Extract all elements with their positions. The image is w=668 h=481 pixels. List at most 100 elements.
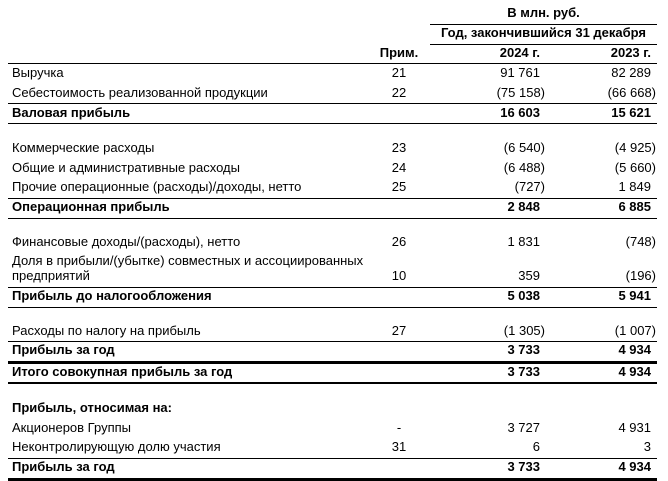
empty-cell <box>368 2 430 24</box>
row-value-2023: 3 <box>546 438 657 459</box>
table-row: Расходы по налогу на прибыль 27 (1 305) … <box>8 321 657 343</box>
spacer-row <box>8 218 657 233</box>
row-label: Операционная прибыль <box>8 198 368 219</box>
column-header-row: Прим. 2024 г. 2023 г. <box>8 44 657 65</box>
spacer-cell <box>8 307 657 322</box>
row-value-2023: (1 007) <box>546 321 657 343</box>
spacer-row <box>8 307 657 322</box>
row-label: Финансовые доходы/(расходы), нетто <box>12 234 241 249</box>
empty-cell <box>8 24 368 44</box>
row-note: 23 <box>391 139 407 155</box>
table-row: Операционная прибыль 2 848 6 885 <box>8 198 657 219</box>
table-row: Доля в прибыли/(убытке) совместных и асс… <box>8 252 657 288</box>
row-note <box>368 341 430 364</box>
row-value-2023: 1 849 <box>546 178 657 199</box>
row-value-2024: 359 <box>430 252 546 288</box>
period-header: Год, закончившийся 31 декабря <box>430 24 657 45</box>
income-statement-table: В млн. руб. Год, закончившийся 31 декабр… <box>8 2 657 481</box>
row-value-2023: (196) <box>546 252 657 288</box>
empty-cell <box>8 2 368 24</box>
row-value-2024: 3 733 <box>430 362 546 385</box>
row-value-2024: 3 733 <box>430 458 546 481</box>
row-value-2024: (6 488) <box>503 159 545 175</box>
row-label: Себестоимость реализованной продукции <box>8 83 368 105</box>
row-label: Прибыль за год <box>8 341 368 364</box>
row-value-2023 <box>546 398 657 418</box>
row-note: 24 <box>391 159 407 175</box>
table-row: Общие и административные расходы 24 (6 4… <box>8 158 657 178</box>
row-value-2023: 4 931 <box>618 419 651 435</box>
table-row: Неконтролирующую долю участия 31 6 3 <box>8 438 657 459</box>
period-header-row: Год, закончившийся 31 декабря <box>8 24 657 45</box>
row-label: Итого совокупная прибыль за год <box>8 362 368 385</box>
row-label: Прибыль за год <box>8 458 368 481</box>
row-note: 10 <box>368 252 430 288</box>
table-row: Прибыль за год 3 733 4 934 <box>8 458 657 481</box>
row-value-2024: 3 733 <box>430 341 546 364</box>
spacer-cell <box>8 218 657 233</box>
row-label: Доля в прибыли/(убытке) совместных и асс… <box>8 252 368 288</box>
table-row: Прибыль, относимая на: <box>8 398 657 418</box>
unit-header-row: В млн. руб. <box>8 2 657 25</box>
row-value-2023: (748) <box>625 234 656 249</box>
row-value-2024: 91 761 <box>500 65 540 80</box>
row-note <box>368 103 430 125</box>
row-note: 25 <box>368 178 430 199</box>
table-row: Прибыль до налогообложения 5 038 5 941 <box>8 287 657 308</box>
row-note <box>368 287 430 308</box>
table-row: Акционеров Группы - 3 727 4 931 <box>8 418 657 438</box>
note-column-header: Прим. <box>368 44 430 65</box>
row-label: Прибыль до налогообложения <box>8 287 368 308</box>
table-row: Прочие операционные (расходы)/доходы, не… <box>8 178 657 199</box>
row-value-2023: 4 934 <box>546 458 657 481</box>
row-value-2023: 15 621 <box>546 103 657 125</box>
row-label: Прочие операционные (расходы)/доходы, не… <box>8 178 368 199</box>
row-note: 31 <box>368 438 430 459</box>
row-value-2024: 6 <box>430 438 546 459</box>
row-label: Валовая прибыль <box>8 103 368 125</box>
row-label: Коммерческие расходы <box>12 139 155 155</box>
row-note <box>368 398 430 418</box>
row-value-2023: (4 925) <box>614 139 656 155</box>
table-row: Валовая прибыль 16 603 15 621 <box>8 103 657 125</box>
row-note: - <box>396 419 402 435</box>
row-note <box>368 198 430 219</box>
row-label: Выручка <box>12 65 64 80</box>
row-value-2024: 1 831 <box>507 234 540 249</box>
row-value-2024: (727) <box>430 178 546 199</box>
row-value-2023: 4 934 <box>546 362 657 385</box>
table-row: Финансовые доходы/(расходы), нетто 26 1 … <box>8 233 657 253</box>
row-value-2023: 82 289 <box>611 65 651 80</box>
row-value-2024: 16 603 <box>430 103 546 125</box>
row-label: Общие и административные расходы <box>12 159 240 175</box>
row-note: 21 <box>391 65 407 80</box>
table-row: Выручка 21 91 761 82 289 <box>8 64 657 84</box>
spacer-row <box>8 124 657 139</box>
table-row: Себестоимость реализованной продукции 22… <box>8 83 657 105</box>
year-2024-column-header: 2024 г. <box>430 44 546 65</box>
empty-cell <box>8 44 368 65</box>
spacer-row <box>8 383 657 398</box>
row-value-2024: (75 158) <box>430 83 546 105</box>
table-row: Прибыль за год 3 733 4 934 <box>8 341 657 364</box>
table-row: Итого совокупная прибыль за год 3 733 4 … <box>8 362 657 385</box>
row-value-2024 <box>430 398 546 418</box>
row-value-2024: (6 540) <box>503 139 545 155</box>
row-note: 22 <box>368 83 430 105</box>
row-label: Неконтролирующую долю участия <box>8 438 368 459</box>
row-value-2023: 6 885 <box>546 198 657 219</box>
row-value-2024: 5 038 <box>430 287 546 308</box>
row-value-2023: 5 941 <box>546 287 657 308</box>
row-note: 26 <box>391 234 407 249</box>
row-value-2023: (5 660) <box>614 159 656 175</box>
row-label: Прибыль, относимая на: <box>12 399 172 415</box>
row-label: Акционеров Группы <box>12 419 131 435</box>
row-note <box>368 458 430 481</box>
row-note: 27 <box>368 321 430 343</box>
row-value-2024: (1 305) <box>430 321 546 343</box>
spacer-cell <box>8 124 657 139</box>
row-note <box>368 362 430 385</box>
table-row: Коммерческие расходы 23 (6 540) (4 925) <box>8 138 657 158</box>
year-2023-column-header: 2023 г. <box>546 44 657 65</box>
